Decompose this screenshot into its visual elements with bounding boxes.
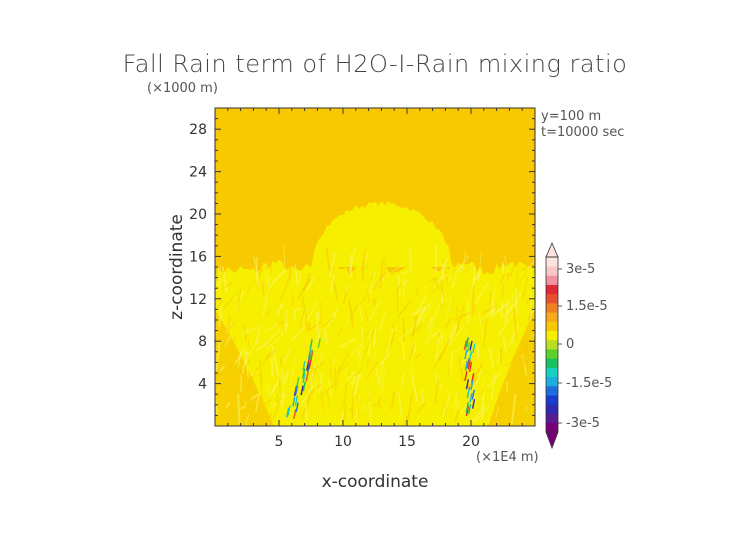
colorbar-segment [546,395,558,405]
y-tick-label: 8 [198,334,207,350]
colorbar-segment [546,257,558,267]
x-axis-label: x-coordinate [322,472,429,492]
colorbar-segment [546,275,558,285]
colorbar-segment [546,321,558,331]
y-scale-label: (×1000 m) [147,81,218,96]
colorbar-segment [546,368,558,378]
field-streak [502,283,503,296]
field-streak [216,269,217,281]
y-tick-label: 24 [189,165,207,181]
field-streak [451,350,452,373]
colorbar-tick-label: -3e-5 [566,416,600,431]
field-streak [362,327,363,340]
chart-title: Fall Rain term of H2O-I-Rain mixing rati… [123,50,628,78]
colorbar-segment [546,386,558,396]
y-tick-label: 28 [189,122,207,138]
colorbar-segment [546,414,558,424]
plot-area [212,108,542,426]
colorbar-tick-label: 0 [566,337,574,352]
field-streak [226,373,227,398]
field-streak [440,384,441,389]
y-axis-label: z-coordinate [167,214,187,320]
colorbar-segment [546,404,558,414]
colorbar-segment [546,358,558,368]
field-streak [335,367,336,383]
colorbar-top-arrow [546,243,558,257]
colorbar-segment [546,312,558,322]
field-streak [507,382,508,391]
x-tick-label: 5 [275,434,284,450]
colorbar-segment [546,423,558,433]
field-streak [436,243,437,272]
colorbar: 3e-5 1.5e-5 0 -1.5e-5 -3e-5 [546,243,612,448]
colorbar-segment [546,340,558,350]
field-streak [502,302,503,317]
colorbar-tick-label: 1.5e-5 [566,299,608,314]
colorbar-segment [546,303,558,313]
field-streak [233,411,234,419]
y-tick-label: 16 [189,249,207,265]
field-streak [417,288,418,296]
x-scale-label: (×1E4 m) [476,450,539,465]
colorbar-segment [546,294,558,304]
colorbar-bottom-arrow [546,432,558,448]
colorbar-tick-label: 3e-5 [566,262,595,277]
x-tick-label: 20 [462,434,480,450]
colorbar-segment [546,285,558,295]
x-tick-label: 15 [398,434,416,450]
colorbar-tick-label: -1.5e-5 [566,376,612,391]
y-tick-label: 4 [198,377,207,393]
annotation-t: t=10000 sec [541,125,624,140]
field-streak [403,317,404,340]
y-tick-label: 20 [189,207,207,223]
field-streak [281,358,282,367]
x-tick-label: 10 [334,434,352,450]
field-streak [294,310,295,319]
colorbar-segment [546,266,558,276]
colorbar-segment [546,331,558,341]
field-streak [279,378,280,394]
y-tick-label: 12 [189,292,207,308]
colorbar-segment [546,377,558,387]
field-streak [315,379,316,397]
colorbar-segment [546,349,558,359]
field-streak [290,253,291,279]
field-streak [286,310,287,332]
field-streak [479,269,480,278]
field-streak [272,358,273,376]
annotation-y: y=100 m [541,109,601,124]
field-streak [306,404,307,420]
